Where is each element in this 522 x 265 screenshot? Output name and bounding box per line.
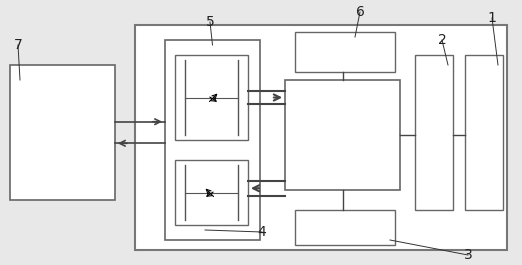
Polygon shape [204,188,213,195]
Text: 6: 6 [355,5,364,19]
Text: 5: 5 [206,15,215,29]
Polygon shape [209,94,219,99]
Text: 1: 1 [488,11,496,25]
Text: 2: 2 [437,33,446,47]
Bar [175,160,248,225]
Bar [285,80,400,190]
Text: 7: 7 [14,38,22,52]
Bar [175,55,248,140]
Bar [135,25,507,250]
Bar [415,55,453,210]
Bar [295,32,395,72]
Text: 3: 3 [464,248,472,262]
Bar [465,55,503,210]
Bar [165,40,260,240]
Bar [295,210,395,245]
Bar [10,65,115,200]
Text: 4: 4 [258,225,266,239]
